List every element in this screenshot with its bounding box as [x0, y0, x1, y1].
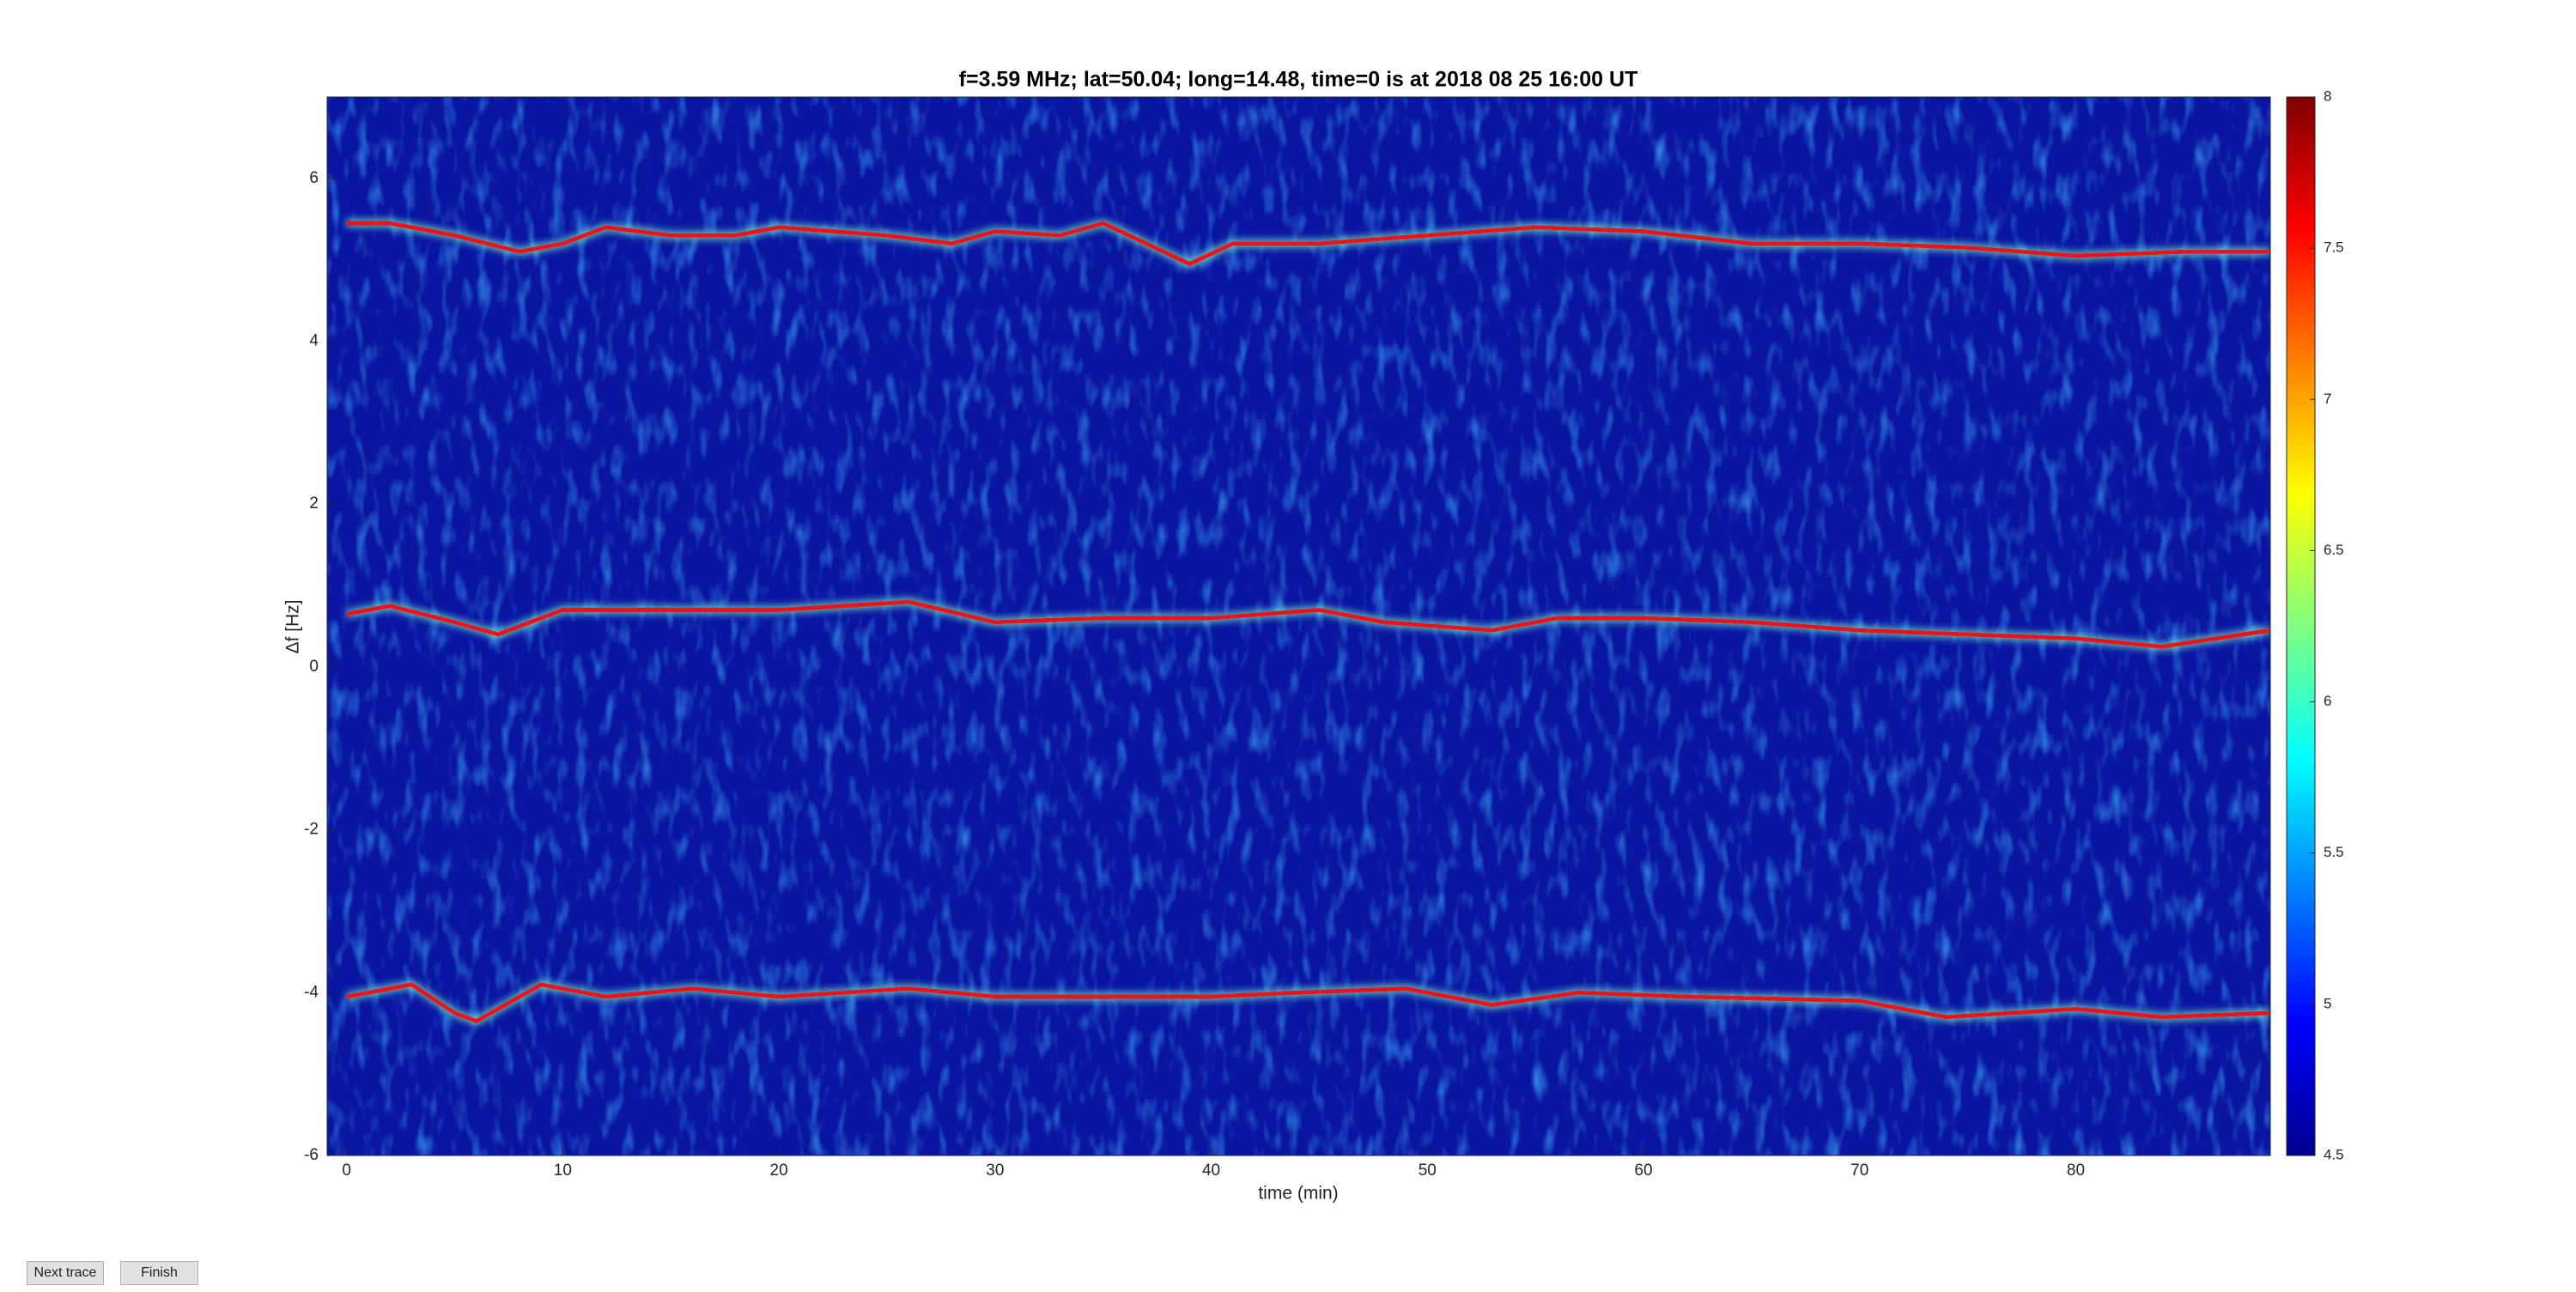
x-tick-label: 30	[986, 1162, 1004, 1180]
y-axis-label: Δf [Hz]	[283, 599, 303, 653]
finish-button[interactable]: Finish	[120, 1261, 198, 1285]
y-tick-label: -6	[304, 1146, 319, 1164]
x-axis-label: time (min)	[1258, 1184, 1338, 1204]
spectrogram-noise	[327, 97, 2270, 1156]
x-tick-label: 20	[770, 1162, 788, 1180]
y-tick-label: 2	[309, 494, 319, 513]
trace-line	[346, 982, 2271, 1024]
chart-title: f=3.59 MHz; lat=50.04; long=14.48, time=…	[959, 68, 1638, 92]
y-tick-label: 4	[309, 332, 319, 350]
colorbar-tick-label: 6	[2324, 693, 2331, 709]
chart: f=3.59 MHz; lat=50.04; long=14.48, time=…	[283, 68, 2344, 1204]
x-tick-label: 80	[2067, 1162, 2085, 1180]
y-tick-label: -2	[304, 821, 319, 839]
next-trace-button[interactable]: Next trace	[27, 1261, 104, 1285]
colorbar-tick-label: 7	[2324, 391, 2331, 407]
trace-line	[346, 221, 2270, 267]
colorbar-tick-label: 6.5	[2324, 542, 2344, 558]
y-tick-label: 6	[309, 169, 319, 187]
y-tick-label: 0	[309, 658, 319, 676]
colorbar-tick-label: 8	[2324, 88, 2331, 104]
x-tick-label: 40	[1202, 1162, 1220, 1180]
axes-frame	[326, 96, 2271, 1156]
colorbar-tick-label: 4.5	[2324, 1146, 2344, 1162]
colorbar-tick-label: 5.5	[2324, 844, 2344, 860]
colorbar	[2286, 96, 2316, 1156]
x-tick-label: 50	[1419, 1162, 1437, 1180]
y-tick-label: -4	[304, 983, 319, 1001]
x-tick-label: 10	[554, 1162, 572, 1180]
x-tick-label: 60	[1634, 1162, 1652, 1180]
x-tick-label: 0	[342, 1162, 351, 1180]
colorbar-tick-label: 7.5	[2324, 240, 2344, 256]
colorbar-tick-label: 5	[2324, 995, 2331, 1011]
trace-line	[346, 599, 2271, 649]
x-tick-label: 70	[1850, 1162, 1868, 1180]
